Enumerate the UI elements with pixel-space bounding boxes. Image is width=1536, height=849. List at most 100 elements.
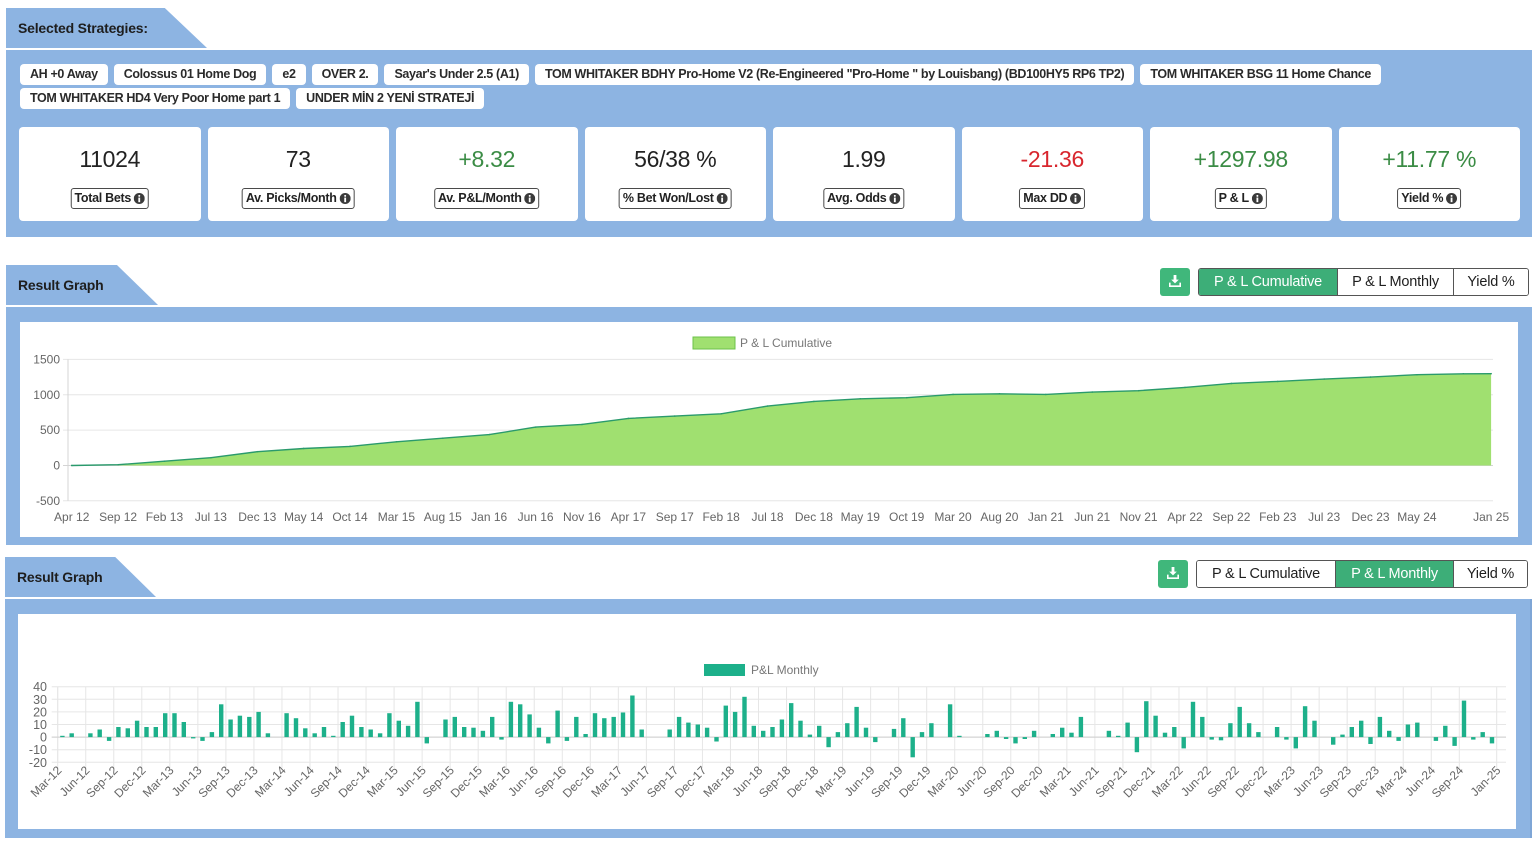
- bar[interactable]: [723, 705, 728, 738]
- info-icon[interactable]: [524, 193, 536, 204]
- bar[interactable]: [583, 734, 588, 738]
- info-icon[interactable]: [1070, 193, 1082, 204]
- bar[interactable]: [1349, 727, 1354, 738]
- bar[interactable]: [751, 725, 756, 738]
- bar[interactable]: [1443, 725, 1448, 738]
- bar[interactable]: [873, 737, 878, 743]
- bar[interactable]: [462, 727, 467, 738]
- bar[interactable]: [789, 703, 794, 738]
- bar[interactable]: [863, 727, 869, 738]
- bar[interactable]: [1209, 737, 1214, 740]
- bar[interactable]: [1078, 716, 1084, 738]
- bar[interactable]: [1116, 735, 1121, 738]
- bar[interactable]: [1144, 701, 1149, 738]
- bar[interactable]: [1200, 716, 1205, 738]
- info-icon[interactable]: [1446, 193, 1458, 204]
- bar[interactable]: [247, 716, 252, 738]
- stat-label[interactable]: P & L: [1214, 188, 1267, 209]
- bar[interactable]: [1368, 737, 1373, 744]
- bar[interactable]: [1050, 734, 1055, 738]
- bar[interactable]: [1172, 727, 1177, 738]
- bar[interactable]: [611, 716, 616, 738]
- tab-pl-cumulative[interactable]: P & L Cumulative: [1199, 269, 1338, 295]
- strategy-chip[interactable]: Sayar's Under 2.5 (A1): [384, 64, 529, 85]
- bar[interactable]: [1106, 730, 1112, 738]
- bar[interactable]: [826, 737, 831, 748]
- bar[interactable]: [191, 737, 196, 739]
- bar[interactable]: [1181, 737, 1186, 749]
- bar[interactable]: [1069, 732, 1074, 738]
- info-icon[interactable]: [889, 193, 901, 204]
- stat-label[interactable]: Av. Picks/Month: [241, 188, 355, 209]
- bar[interactable]: [1246, 723, 1252, 738]
- bar[interactable]: [639, 729, 644, 738]
- bar[interactable]: [209, 732, 215, 738]
- strategy-chip[interactable]: OVER 2.: [311, 64, 379, 85]
- bar[interactable]: [1125, 722, 1130, 738]
- bar[interactable]: [303, 728, 308, 738]
- bar[interactable]: [331, 735, 336, 738]
- bar[interactable]: [807, 734, 813, 738]
- bar[interactable]: [779, 719, 785, 738]
- bar[interactable]: [415, 701, 420, 738]
- bar[interactable]: [947, 704, 953, 738]
- bar[interactable]: [835, 732, 841, 738]
- bar[interactable]: [1022, 737, 1027, 739]
- bar[interactable]: [144, 727, 149, 738]
- tab-pl-cumulative[interactable]: P & L Cumulative: [1197, 561, 1336, 587]
- bar[interactable]: [321, 727, 327, 738]
- bar[interactable]: [1489, 737, 1495, 744]
- bar[interactable]: [742, 696, 747, 738]
- bar[interactable]: [1013, 737, 1018, 744]
- strategy-chip[interactable]: TOM WHITAKER BDHY Pro-Home V2 (Re-Engine…: [534, 64, 1135, 85]
- bar[interactable]: [686, 722, 691, 738]
- legend-label[interactable]: P&L Monthly: [751, 663, 819, 677]
- tab-yield[interactable]: Yield %: [1454, 561, 1527, 587]
- bar[interactable]: [60, 735, 65, 738]
- bar[interactable]: [929, 723, 934, 738]
- bar[interactable]: [125, 728, 130, 738]
- bar[interactable]: [555, 710, 560, 738]
- bar[interactable]: [602, 718, 607, 738]
- bar[interactable]: [798, 720, 803, 738]
- bar[interactable]: [891, 728, 897, 738]
- strategy-chip[interactable]: Colossus 01 Home Dog: [113, 64, 267, 85]
- bar[interactable]: [1377, 716, 1383, 738]
- bar[interactable]: [527, 714, 532, 738]
- bar[interactable]: [919, 732, 925, 738]
- bar[interactable]: [88, 733, 93, 738]
- bar[interactable]: [471, 727, 476, 738]
- bar[interactable]: [490, 716, 495, 738]
- bar[interactable]: [845, 723, 850, 738]
- bar[interactable]: [1480, 732, 1485, 738]
- info-icon[interactable]: [134, 193, 145, 204]
- bar[interactable]: [424, 737, 429, 744]
- bar[interactable]: [1003, 737, 1009, 739]
- bar[interactable]: [106, 737, 112, 741]
- info-icon[interactable]: [716, 193, 728, 204]
- bar[interactable]: [480, 730, 486, 738]
- stat-label[interactable]: Total Bets: [70, 188, 149, 209]
- bar[interactable]: [1312, 720, 1317, 738]
- bar[interactable]: [1190, 701, 1196, 738]
- strategy-chip[interactable]: TOM WHITAKER HD4 Very Poor Home part 1: [20, 88, 291, 109]
- bar[interactable]: [592, 713, 598, 738]
- strategy-chip[interactable]: TOM WHITAKER BSG 11 Home Chance: [1140, 64, 1382, 85]
- download-button[interactable]: [1160, 268, 1190, 296]
- bar[interactable]: [761, 730, 766, 738]
- bar[interactable]: [1153, 715, 1158, 738]
- bar[interactable]: [1134, 737, 1140, 753]
- bar[interactable]: [443, 719, 448, 738]
- bar[interactable]: [1274, 727, 1280, 738]
- legend-swatch[interactable]: [692, 336, 736, 350]
- bar[interactable]: [1302, 706, 1308, 738]
- bar[interactable]: [854, 706, 859, 738]
- bar[interactable]: [312, 733, 317, 738]
- bar[interactable]: [1471, 737, 1476, 740]
- bar[interactable]: [97, 729, 102, 738]
- bar[interactable]: [1218, 737, 1224, 741]
- bar[interactable]: [1415, 722, 1420, 738]
- bar[interactable]: [901, 718, 906, 738]
- info-icon[interactable]: [339, 193, 351, 204]
- bar[interactable]: [714, 737, 719, 742]
